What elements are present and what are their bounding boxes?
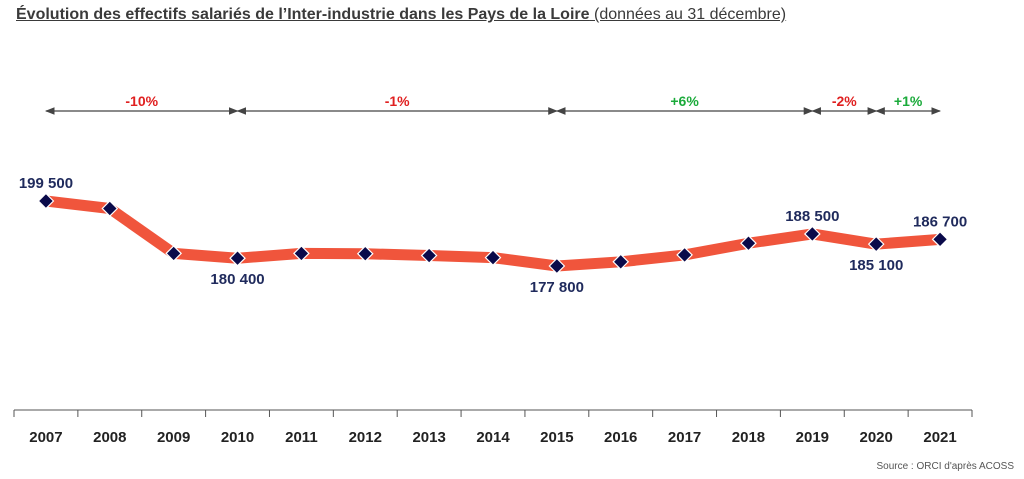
chart-title-main: Évolution des effectifs salariés de l’In… [16, 6, 590, 23]
data-point-2009 [165, 245, 183, 262]
x-tick-label: 2021 [923, 429, 956, 446]
x-tick-label: 2012 [349, 429, 382, 446]
period-label: -10% [125, 93, 158, 109]
line-chart: -10% -1% +6% -2% +1% 2007 2008 2009 2010 2011 201… [13, 93, 973, 446]
chart-title: Évolution des effectifs salariés de l’In… [16, 6, 786, 24]
source-note: Source : ORCI d'après ACOSS [876, 461, 1014, 472]
data-point-2016 [612, 253, 630, 271]
x-tick-label: 2016 [604, 429, 637, 446]
chart-title-sub: (données au 31 décembre) [593, 6, 787, 23]
x-tick-label: 2011 [285, 429, 318, 446]
data-label-2019: 188 500 [785, 208, 839, 225]
x-tick-label: 2017 [668, 429, 701, 446]
data-point-2010 [229, 249, 246, 267]
data-point-2007 [37, 192, 55, 210]
data-labels: 199 500 180 400 177 800 188 500 185 100 186 7… [19, 175, 967, 296]
data-point-2019 [803, 225, 821, 243]
x-tick-label: 2019 [796, 429, 829, 446]
x-tick-label: 2015 [540, 429, 573, 446]
data-label-2015: 177 800 [530, 279, 584, 296]
data-label-2021: 186 700 [913, 213, 967, 230]
x-tick-label: 2020 [860, 429, 893, 446]
period-label: +1% [894, 93, 923, 109]
x-axis: 2007 2008 2009 2010 2011 2012 2013 2014 2015 2016… [13, 409, 973, 446]
data-point-2011 [293, 245, 310, 262]
x-tick-label: 2007 [29, 429, 62, 446]
x-tick-label: 2013 [412, 429, 445, 446]
data-point-2021 [931, 230, 949, 248]
data-point-2008 [101, 200, 119, 217]
period-label: -1% [385, 93, 410, 109]
x-tick-label: 2009 [157, 429, 190, 446]
data-label-2007: 199 500 [19, 175, 73, 192]
period-label: -2% [832, 93, 857, 109]
x-tick-label: 2018 [732, 429, 765, 446]
x-tick-label: 2010 [221, 429, 254, 446]
data-point-2020 [867, 235, 885, 253]
period-arrows: -10% -1% +6% -2% +1% [44, 93, 942, 115]
data-point-2015 [548, 257, 566, 275]
data-point-2018 [740, 234, 757, 252]
x-tick-label: 2008 [93, 429, 126, 446]
data-label-2010: 180 400 [210, 271, 264, 288]
data-point-2013 [420, 247, 438, 264]
data-point-2014 [484, 249, 502, 266]
period-label: +6% [670, 93, 699, 109]
data-point-2012 [356, 245, 374, 263]
x-tick-label: 2014 [476, 429, 510, 446]
series-line [37, 192, 949, 275]
data-point-2017 [676, 246, 693, 264]
data-label-2020: 185 100 [849, 257, 903, 274]
